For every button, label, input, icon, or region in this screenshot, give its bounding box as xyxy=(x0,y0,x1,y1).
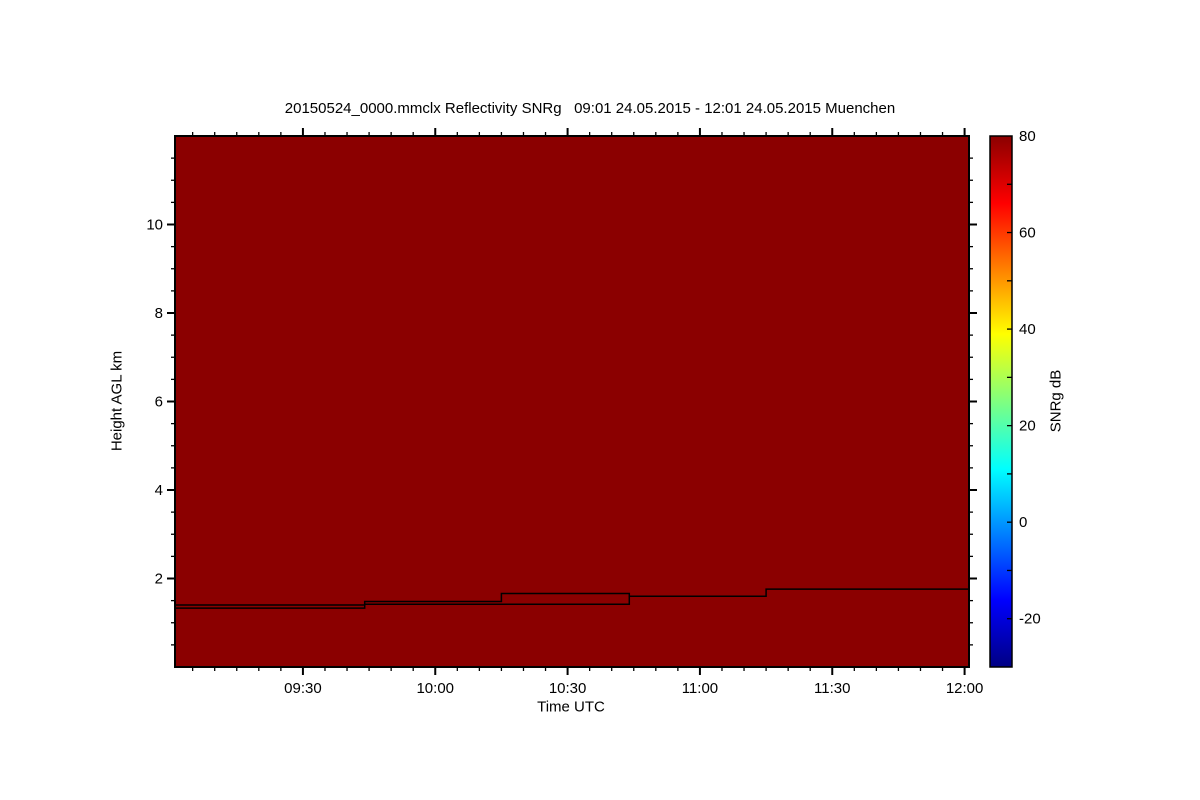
x-tick-label: 10:30 xyxy=(549,680,587,697)
colorbar-tick-label: 20 xyxy=(1019,418,1036,435)
x-tick-label: 09:30 xyxy=(284,680,322,697)
x-tick-label: 11:00 xyxy=(682,680,718,697)
plot-field xyxy=(175,136,969,667)
x-tick-label: 11:30 xyxy=(814,680,850,697)
colorbar-tick-label: 60 xyxy=(1019,225,1036,242)
colorbar-tick-label: 80 xyxy=(1019,128,1036,145)
contour-upper-step-line xyxy=(175,588,969,606)
x-tick-label: 10:00 xyxy=(416,680,454,697)
x-axis-label: Time UTC xyxy=(537,698,605,716)
y-tick-label: 10 xyxy=(146,217,163,234)
y-tick-label: 4 xyxy=(155,482,163,499)
colorbar-frame xyxy=(989,135,1013,668)
y-tick-label: 6 xyxy=(155,394,163,411)
x-tick-label: 12:00 xyxy=(946,680,984,697)
colorbar-tick-label: 0 xyxy=(1019,514,1027,531)
contour-lower-step-line xyxy=(175,596,631,609)
y-tick-label: 2 xyxy=(155,571,163,588)
chart-title: 20150524_0000.mmclx Reflectivity SNRg 09… xyxy=(284,100,896,117)
colorbar-tick-label: -20 xyxy=(1019,611,1041,628)
colorbar-gradient xyxy=(990,136,1012,667)
colorbar-tick-label: 40 xyxy=(1019,321,1036,338)
y-tick-label: 8 xyxy=(155,305,163,322)
